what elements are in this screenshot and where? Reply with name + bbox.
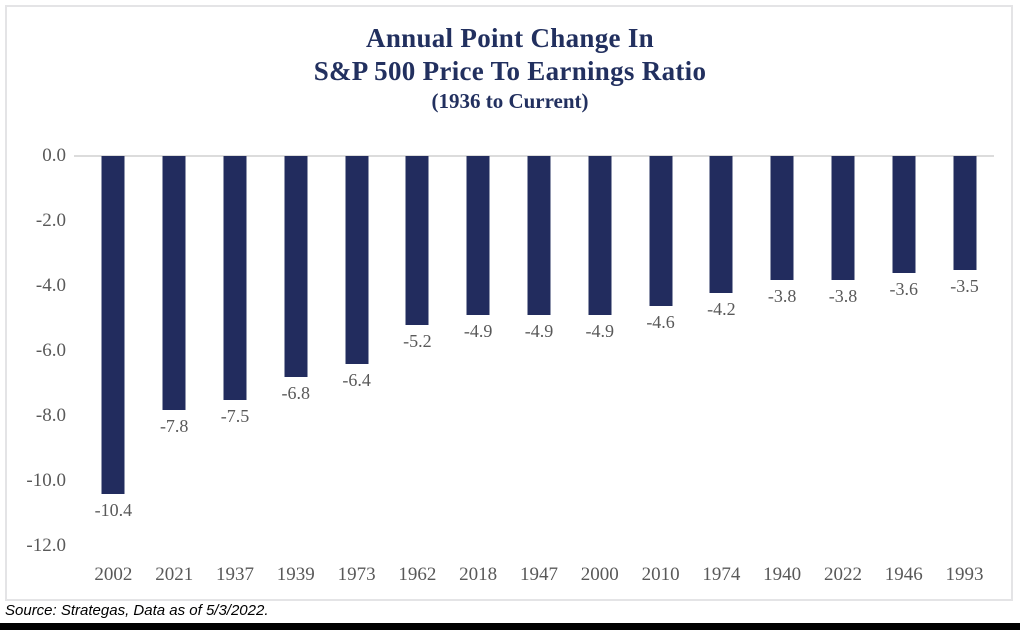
bar-1940 [770,156,794,280]
chart-title-line-1: Annual Point Change In [366,23,654,53]
x-tick-label: 1946 [884,564,923,585]
bar-value-label: -4.9 [463,321,493,342]
y-tick-label: -2.0 [35,210,66,231]
bar-column: -3.6 [873,156,934,546]
bar-1946 [892,156,916,273]
bar-1973 [345,156,369,364]
bar-column: -4.9 [448,156,509,546]
x-tick-label: 1940 [763,564,802,585]
bar-value-label: -6.4 [342,370,371,390]
plot-area: -10.4 -7.8 -7.5 -6.8 -6.4 -5.2 -4.9 -4.9 -4.9 -4.… [83,156,995,546]
bar-column: -3.8 [813,156,874,546]
bar-column: -3.8 [752,156,813,546]
bar-column: -6.8 [265,156,326,546]
bar-column: -5.2 [387,156,448,546]
bar-1937 [223,156,247,400]
bar-value-label: -10.4 [94,500,133,520]
bar-2018 [466,156,490,316]
x-tick-label: 2000 [580,564,619,585]
bar-1993 [953,156,977,270]
bar-value-label: -3.8 [828,285,858,306]
x-tick-label: 1939 [276,564,315,585]
bar-column: -7.8 [144,156,205,546]
x-tick-label: 2022 [823,564,862,585]
chart-title-line-2: S&P 500 Price To Earnings Ratio [313,56,707,86]
y-tick-label: -6.0 [35,340,66,361]
bar-2002 [101,156,125,494]
y-tick-label: 0.0 [42,145,66,166]
chart-subtitle: (1936 to Current) [431,89,589,113]
x-tick-label: 2002 [94,564,133,585]
bar-value-label: -3.5 [950,275,979,296]
bar-value-label: -7.5 [220,405,250,426]
bar-2000 [588,156,612,316]
bar-2021 [162,156,186,410]
x-tick-label: 1973 [337,564,376,585]
bar-1962 [405,156,429,325]
y-tick-label: -8.0 [35,405,66,426]
bar-1939 [284,156,308,377]
bar-value-label: -5.2 [403,331,432,351]
bar-column: -7.5 [205,156,266,546]
bar-column: -3.5 [934,156,995,546]
bar-1974 [709,156,733,293]
chart-title-block: Annual Point Change In S&P 500 Price To … [0,22,1020,115]
bar-column: -10.4 [83,156,144,546]
bar-column: -4.9 [509,156,570,546]
bar-value-label: -4.6 [646,311,675,332]
bar-column: -4.2 [691,156,752,546]
x-tick-label: 2018 [459,564,498,585]
x-tick-label: 1937 [215,564,254,585]
bar-column: -4.9 [569,156,630,546]
x-tick-label: 1947 [519,564,558,585]
bar-value-label: -4.9 [585,321,615,342]
x-tick-label: 1974 [702,564,741,585]
y-tick-label: -10.0 [26,470,66,491]
bar-column: -6.4 [326,156,387,546]
x-tick-label: 1993 [945,564,984,585]
x-axis: 2002 2021 1937 1939 1973 1962 2018 1947 2000 2010… [83,564,995,590]
bar-value-label: -4.2 [707,298,736,319]
x-tick-label: 1962 [398,564,437,585]
y-tick-label: -12.0 [26,535,66,556]
y-axis: 0.0 -2.0 -4.0 -6.0 -8.0 -10.0 -12.0 [6,0,66,630]
x-tick-label: 2010 [641,564,680,585]
bar-1947 [527,156,551,316]
bar-value-label: -3.8 [767,285,797,306]
bar-value-label: -7.8 [159,415,189,436]
x-tick-label: 2021 [155,564,194,585]
bar-2022 [831,156,855,280]
y-tick-label: -4.0 [35,275,66,296]
bar-2010 [649,156,673,306]
bottom-divider-rule [0,623,1020,630]
bar-column: -4.6 [630,156,691,546]
bar-value-label: -4.9 [524,321,554,342]
bar-value-label: -6.8 [281,383,311,403]
source-note: Source: Strategas, Data as of 5/3/2022. [5,602,269,619]
bar-value-label: -3.6 [889,279,919,299]
